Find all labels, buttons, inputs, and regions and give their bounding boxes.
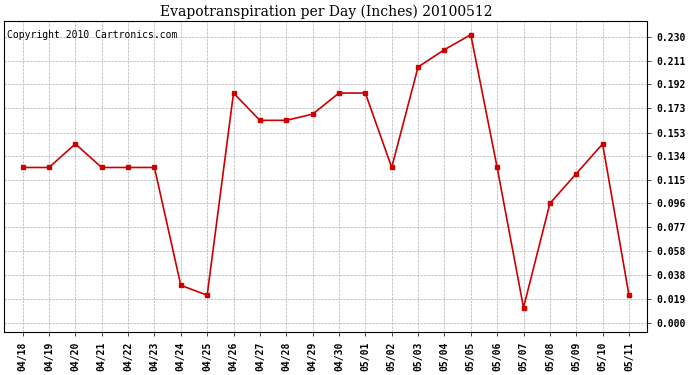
Text: Copyright 2010 Cartronics.com: Copyright 2010 Cartronics.com bbox=[8, 30, 178, 40]
Title: Evapotranspiration per Day (Inches) 20100512: Evapotranspiration per Day (Inches) 2010… bbox=[159, 4, 492, 18]
